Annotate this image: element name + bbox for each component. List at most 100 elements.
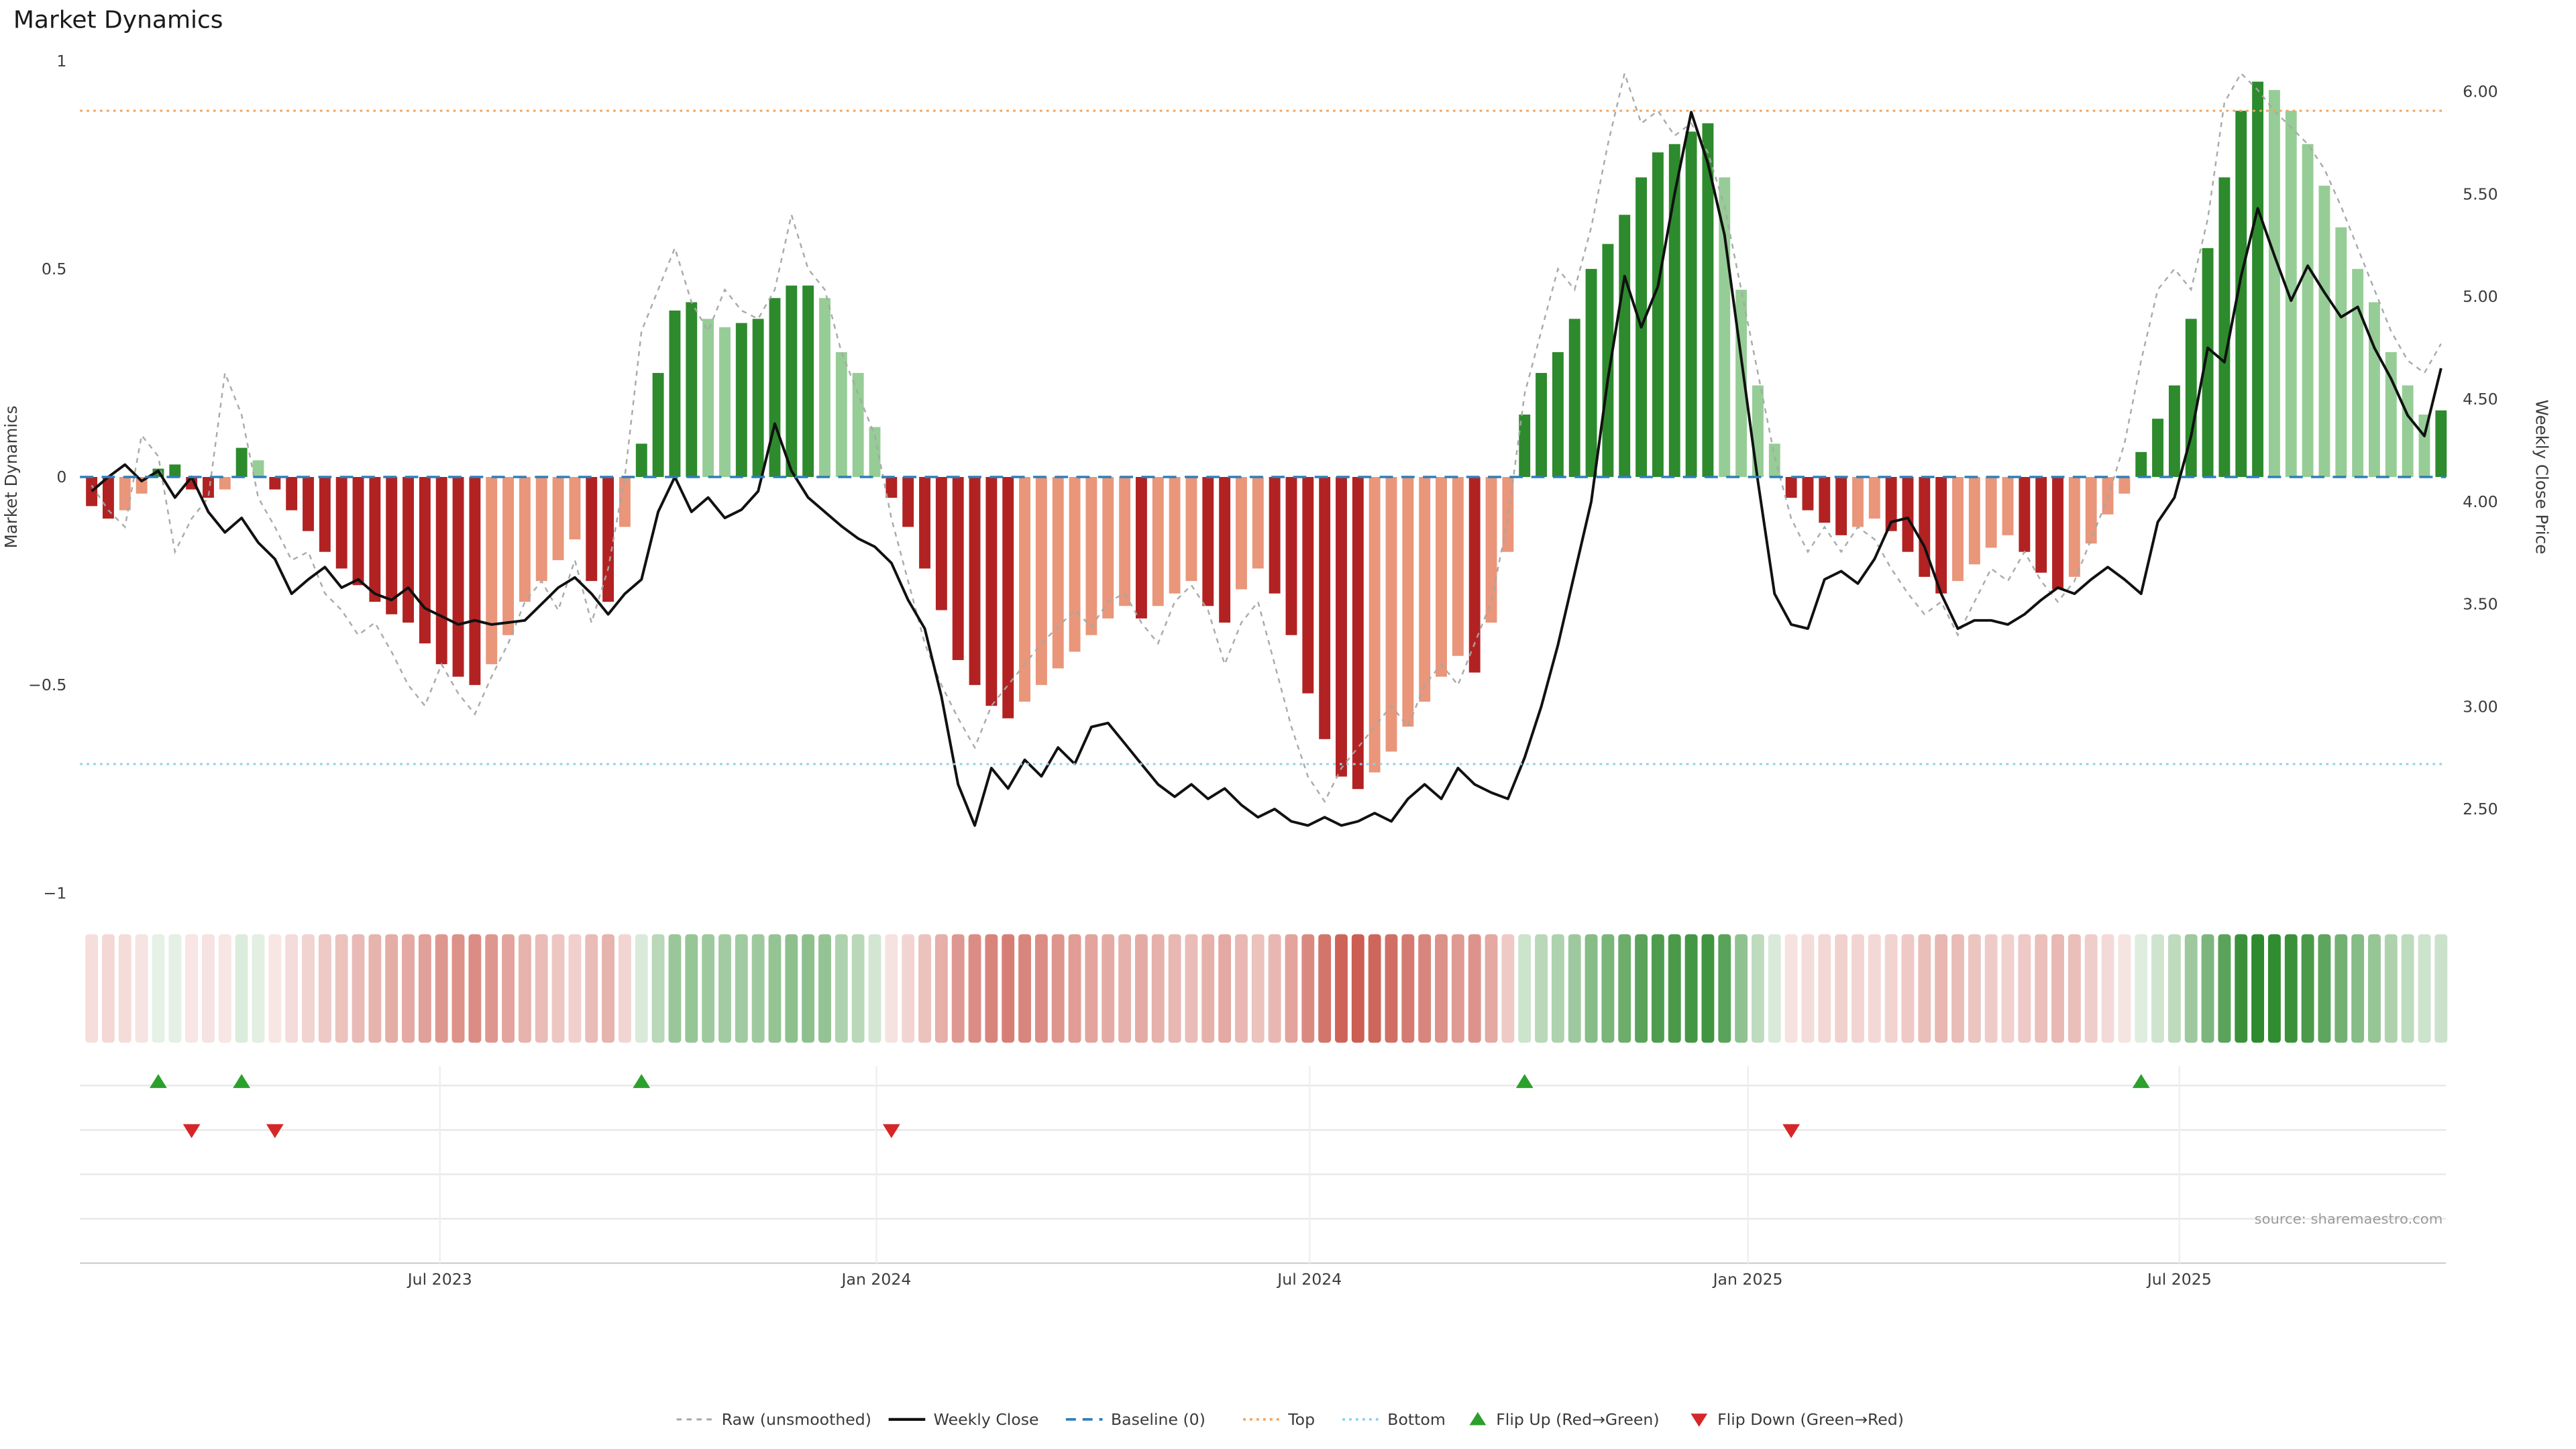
heatmap-cell — [1984, 934, 1998, 1043]
heatmap-cell — [618, 934, 631, 1043]
heatmap-cell — [2334, 934, 2348, 1043]
bar — [1452, 477, 1464, 656]
legend: Raw (unsmoothed) Weekly Close Baseline (0)… — [676, 1410, 1904, 1429]
bar — [1185, 477, 1197, 582]
bar — [2085, 477, 2097, 544]
heatmap-cell — [1034, 934, 1048, 1043]
legend-item-bottom: Bottom — [1342, 1410, 1446, 1429]
bar — [2402, 385, 2414, 478]
bar — [1019, 477, 1030, 702]
right-tick-label: 3.00 — [2463, 697, 2498, 716]
legend-item-top: Top — [1243, 1410, 1315, 1429]
heatmap-cell — [851, 934, 865, 1043]
heatmap-cell — [685, 934, 698, 1043]
bar — [2019, 477, 2031, 552]
bar — [569, 477, 581, 540]
heatmap-cell — [118, 934, 131, 1043]
bar — [1585, 268, 1597, 478]
legend-item-flip_down: Flip Down (Green→Red) — [1690, 1410, 1904, 1429]
heatmap-cell — [1134, 934, 1148, 1043]
bar — [1668, 144, 1680, 478]
right-axis-label: Weekly Close Price — [2532, 400, 2551, 554]
heatmap-cell — [985, 934, 998, 1043]
bar — [169, 464, 181, 478]
marker-panel-grid — [80, 1065, 2447, 1265]
bar — [602, 477, 614, 602]
heatmap-cell — [1518, 934, 1532, 1043]
heatmap-cell — [468, 934, 482, 1043]
flip-down-triangle-icon — [1690, 1413, 1708, 1427]
left-tick-label: 0.5 — [42, 260, 67, 278]
heatmap-cell — [1451, 934, 1464, 1043]
page-title: Market Dynamics — [13, 7, 223, 34]
source-note: source: sharemaestro.com — [2255, 1211, 2443, 1227]
bar — [1285, 477, 1297, 635]
flip-up-triangle-icon — [633, 1073, 651, 1088]
right-tick-label: 4.00 — [2463, 492, 2498, 511]
market-dynamics-bars — [86, 81, 2447, 790]
bar — [1419, 477, 1431, 702]
heatmap-cell — [551, 934, 565, 1043]
heatmap-cell — [751, 934, 765, 1043]
heatmap-cell — [1435, 934, 1448, 1043]
heatmap-cell — [1285, 934, 1298, 1043]
heatmap-cell — [2418, 934, 2431, 1043]
right-tick-label: 5.50 — [2463, 185, 2498, 204]
legend-label: Flip Down (Green→Red) — [1717, 1410, 1904, 1429]
bar — [2052, 477, 2063, 590]
bar — [1119, 477, 1131, 606]
heatmap-cell — [1385, 934, 1398, 1043]
heatmap-cell — [1401, 934, 1415, 1043]
x-tick-label: Jan 2024 — [841, 1270, 912, 1289]
bar — [1052, 477, 1064, 669]
left-tick-label: −1 — [44, 884, 67, 903]
bar — [819, 298, 830, 478]
bar — [469, 477, 481, 686]
x-tick-label: Jul 2023 — [407, 1270, 472, 1289]
bar — [519, 477, 531, 602]
bar — [1952, 477, 1964, 582]
heatmap-cell — [1851, 934, 1864, 1043]
heatmap-cell — [2167, 934, 2181, 1043]
weekly-close-line — [91, 111, 2443, 827]
weekly-close-path — [91, 111, 2443, 827]
heatmap-strip — [85, 934, 2448, 1043]
legend-item-flip_up: Flip Up (Red→Green) — [1469, 1410, 1660, 1429]
heatmap-cell — [1784, 934, 1798, 1043]
bar — [2318, 185, 2330, 478]
heatmap-cell — [1118, 934, 1132, 1043]
heatmap-cell — [918, 934, 931, 1043]
bar — [2202, 248, 2214, 478]
heatmap-cell — [285, 934, 299, 1043]
bar — [769, 298, 781, 478]
heatmap-cell — [1335, 934, 1348, 1043]
heatmap-cell — [485, 934, 498, 1043]
bar — [1536, 372, 1547, 478]
bar — [1985, 477, 1997, 548]
heatmap-cell — [1468, 934, 1481, 1043]
heatmap-cell — [2401, 934, 2414, 1043]
bar — [952, 477, 964, 660]
heatmap-cell — [1318, 934, 1332, 1043]
heatmap-cell — [2318, 934, 2331, 1043]
bar — [752, 319, 764, 478]
heatmap-cell — [1168, 934, 1181, 1043]
heatmap-cell — [352, 934, 365, 1043]
heatmap-cell — [1018, 934, 1031, 1043]
heatmap-cell — [518, 934, 531, 1043]
raw-unsmoothed-line — [91, 70, 2442, 804]
bar — [902, 477, 914, 527]
heatmap-cell — [835, 934, 848, 1043]
bar — [119, 477, 131, 511]
right-tick-label: 4.50 — [2463, 390, 2498, 409]
heatmap-cell — [1768, 934, 1781, 1043]
axis-tick-labels: 1 0.5 0 −0.5 −1 6.00 5.50 5.00 4.50 4.00 3.50 3.00 2… — [28, 52, 2498, 1289]
bar — [1252, 477, 1264, 569]
x-tick-label: Jul 2024 — [1276, 1270, 1342, 1289]
bar — [635, 443, 647, 478]
heatmap-cell — [451, 934, 465, 1043]
bar — [1169, 477, 1181, 594]
bar — [252, 460, 264, 478]
heatmap-cell — [202, 934, 215, 1043]
